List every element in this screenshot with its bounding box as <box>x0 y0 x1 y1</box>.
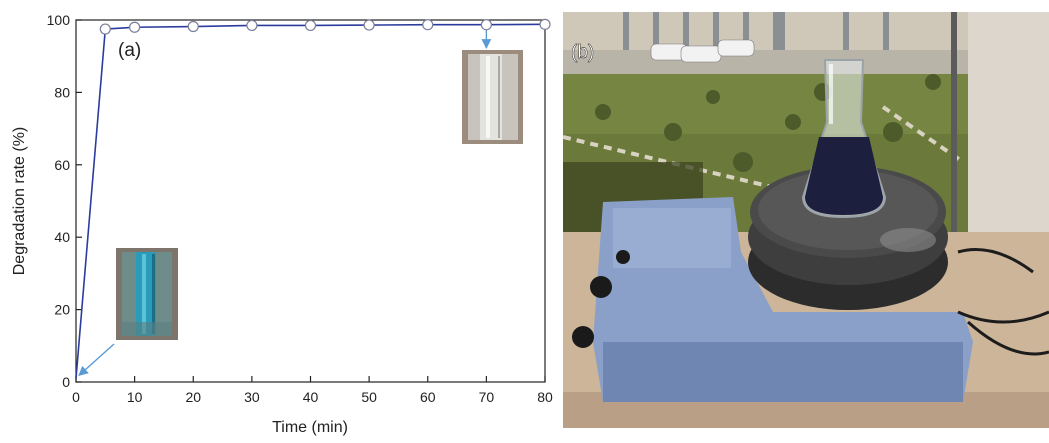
y-tick-label: 40 <box>54 229 70 245</box>
degradation-chart: 0 10 20 30 40 50 60 70 80 0 20 40 60 80 100 (a) Time … <box>11 12 553 436</box>
x-axis: 0 10 20 30 40 50 60 70 80 <box>72 376 553 405</box>
y-axis: 0 20 40 60 80 100 <box>47 12 82 390</box>
y-tick-label: 60 <box>54 157 70 173</box>
parked-cars <box>650 39 755 63</box>
x-axis-label: Time (min) <box>272 419 348 436</box>
power-cables <box>957 248 1049 356</box>
x-tick-label: 40 <box>303 389 319 405</box>
x-tick-label: 50 <box>361 389 377 405</box>
data-point <box>539 18 551 30</box>
data-point <box>246 19 258 32</box>
data-point <box>129 21 141 33</box>
x-tick-label: 70 <box>479 389 495 405</box>
x-tick-label: 10 <box>127 389 143 405</box>
y-tick-label: 80 <box>54 84 70 100</box>
arrow-to-start <box>78 343 115 377</box>
y-tick-label: 0 <box>62 374 70 390</box>
stirrer-knobs <box>572 250 630 348</box>
data-point <box>187 20 199 33</box>
series-line <box>75 23 546 379</box>
x-tick-label: 30 <box>244 389 260 405</box>
photo-illustration: (b) <box>563 12 1049 428</box>
stirrer-photo: (b) <box>563 12 1049 428</box>
panel-label-b: (b) <box>571 42 594 63</box>
y-tick-label: 100 <box>47 12 71 28</box>
panel-label-a: (a) <box>118 40 141 61</box>
data-point <box>422 19 434 31</box>
x-tick-label: 20 <box>185 389 201 405</box>
data-point <box>480 19 492 31</box>
inset-blue-tube-photo <box>116 248 178 340</box>
y-axis-label: Degradation rate (%) <box>11 127 28 276</box>
flask-solution <box>805 137 883 215</box>
data-point <box>304 19 317 32</box>
x-tick-label: 0 <box>72 389 80 405</box>
data-point <box>363 19 375 31</box>
x-tick-label: 60 <box>420 389 436 405</box>
building-windows <box>623 12 889 54</box>
series-layer <box>75 18 551 379</box>
y-tick-label: 20 <box>54 302 70 318</box>
x-tick-label: 80 <box>537 389 553 405</box>
inset-clear-tube-photo <box>462 50 523 144</box>
chart-svg: 0 10 20 30 40 50 60 70 80 0 20 40 60 80 100 (a) Time … <box>11 12 553 436</box>
data-point <box>99 23 111 35</box>
